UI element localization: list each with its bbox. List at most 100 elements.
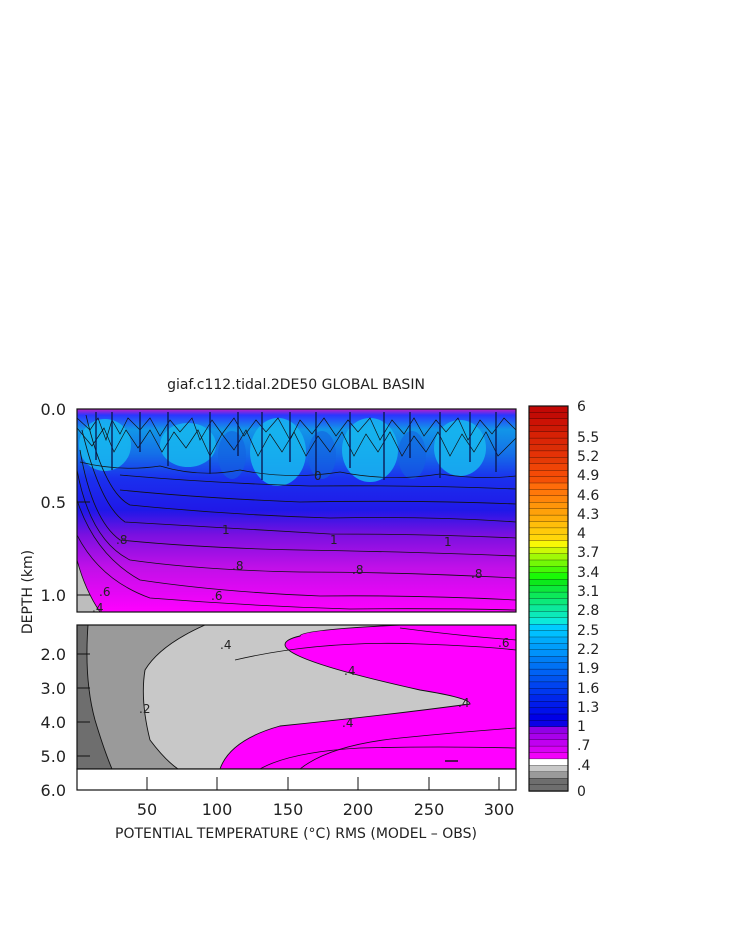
colorbar-band xyxy=(528,566,569,574)
y-tick-label-1: 0.5 xyxy=(41,493,66,512)
colorbar-label-16: 1 xyxy=(577,719,586,735)
lower-contour-label-1: .4 xyxy=(344,664,355,678)
colorbar-band xyxy=(528,591,569,600)
colorbar-band xyxy=(528,611,569,619)
colorbar-label-3: 4.9 xyxy=(577,468,599,484)
y-tick-label-2: 1.0 xyxy=(41,586,66,605)
lower-contour-label-2: .4 xyxy=(342,716,353,730)
colorbar-bands xyxy=(528,405,569,792)
colorbar-band xyxy=(528,547,569,555)
colorbar-band xyxy=(528,527,569,535)
colorbar-band xyxy=(528,668,569,677)
colorbar-label-9: 3.1 xyxy=(577,584,599,600)
colorbar-band xyxy=(528,778,569,786)
colorbar-band xyxy=(528,559,569,568)
colorbar-band xyxy=(528,508,569,516)
colorbar-band xyxy=(528,771,569,779)
lower-contours xyxy=(234,627,516,769)
colorbar-band xyxy=(528,765,569,773)
x-axis-label: POTENTIAL TEMPERATURE (°C) RMS (MODEL – … xyxy=(115,826,477,842)
colorbar-band xyxy=(528,656,569,664)
colorbar-band xyxy=(528,701,569,709)
colorbar-band xyxy=(528,681,569,689)
lower-region-mid xyxy=(77,625,206,769)
colorbar-band xyxy=(528,450,569,458)
lower-region-light xyxy=(77,625,471,769)
colorbar-label-19: 0 xyxy=(577,784,586,800)
y-tick-label-6: 5.0 xyxy=(41,747,66,766)
colorbar-band xyxy=(528,649,569,657)
colorbar-label-10: 2.8 xyxy=(577,603,599,619)
colorbar-label-0: 6 xyxy=(577,399,586,415)
colorbar-band xyxy=(528,425,569,433)
colorbar-band xyxy=(528,636,569,645)
colorbar-band xyxy=(528,572,569,580)
colorbar-label-7: 3.7 xyxy=(577,545,599,561)
colorbar-band xyxy=(528,688,569,696)
colorbar-band xyxy=(528,463,569,471)
upper-panel: .8 .8 .8 .8 1 1 1 .6 .6 .4 0 xyxy=(76,408,517,615)
colorbar-label-11: 2.5 xyxy=(577,623,599,639)
x-tick-label-2: 150 xyxy=(273,800,304,819)
y-tick-label-3: 2.0 xyxy=(41,645,66,664)
upper-contours xyxy=(77,414,516,611)
colorbar-band xyxy=(528,707,569,715)
colorbar-labels: 6 5.5 5.2 4.9 4.6 4.3 4 3.7 3.4 3.1 2.8 … xyxy=(577,399,599,800)
bottom-strip xyxy=(76,768,517,791)
colorbar-band xyxy=(528,579,569,587)
colorbar-band xyxy=(528,502,569,510)
colorbar-band xyxy=(528,437,569,446)
colorbar-band xyxy=(528,457,569,465)
upper-contour-label-8: .6 xyxy=(211,589,222,603)
colorbar-label-13: 1.9 xyxy=(577,661,599,677)
colorbar-band xyxy=(528,733,569,741)
lower-contour-label-0: .4 xyxy=(220,638,231,652)
colorbar-band xyxy=(528,585,569,593)
colorbar-band xyxy=(528,412,569,420)
upper-surface-streaks xyxy=(95,412,497,480)
y-tick-labels: 0.0 0.5 1.0 2.0 3.0 4.0 5.0 6.0 xyxy=(41,400,66,800)
upper-contour-label-9: .4 xyxy=(92,601,103,615)
x-tick-label-4: 250 xyxy=(414,800,445,819)
upper-contour-label-10: 0 xyxy=(314,469,322,483)
colorbar-band xyxy=(528,604,569,612)
colorbar-label-5: 4.3 xyxy=(577,507,599,523)
colorbar-band xyxy=(528,624,569,632)
colorbar-band xyxy=(528,662,569,670)
colorbar-band xyxy=(528,598,569,606)
colorbar-band xyxy=(528,534,569,542)
upper-contour-label-0: .8 xyxy=(116,533,127,547)
y-tick-label-7: 6.0 xyxy=(41,781,66,800)
colorbar-label-15: 1.3 xyxy=(577,700,599,716)
colorbar-band xyxy=(528,617,569,625)
y-tick-label-5: 4.0 xyxy=(41,713,66,732)
lower-contour-label-4: .6 xyxy=(498,636,509,650)
colorbar-label-14: 1.6 xyxy=(577,681,599,697)
colorbar-band xyxy=(528,726,569,734)
colorbar-band xyxy=(528,553,569,561)
colorbar-frame xyxy=(528,405,569,792)
colorbar-band xyxy=(528,470,569,478)
x-tick-label-1: 100 xyxy=(202,800,233,819)
colorbar-band xyxy=(528,675,569,683)
colorbar-band xyxy=(528,752,569,760)
colorbar-band xyxy=(528,720,569,728)
colorbar-band xyxy=(528,540,569,548)
y-axis-ticks xyxy=(77,408,90,791)
colorbar-band xyxy=(528,694,569,702)
upper-contour-label-7: .6 xyxy=(99,585,110,599)
colorbar-band xyxy=(528,514,569,523)
upper-contour-label-6: 1 xyxy=(444,535,452,549)
colorbar-band xyxy=(528,431,569,439)
colorbar-label-18: .4 xyxy=(577,758,590,774)
colorbar-band xyxy=(528,495,569,503)
lower-panel: .4 .4 .4 .4 .6 .2 xyxy=(76,624,517,770)
chart-title: giaf.c112.tidal.2DE50 GLOBAL BASIN xyxy=(167,377,425,393)
upper-left-wedge xyxy=(77,559,101,612)
y-tick-label-4: 3.0 xyxy=(41,679,66,698)
colorbar-band xyxy=(528,521,569,529)
upper-contour-labels: .8 .8 .8 .8 1 1 1 .6 .6 .4 0 xyxy=(92,469,482,615)
colorbar-band xyxy=(528,476,569,484)
y-tick-label-0: 0.0 xyxy=(41,400,66,419)
